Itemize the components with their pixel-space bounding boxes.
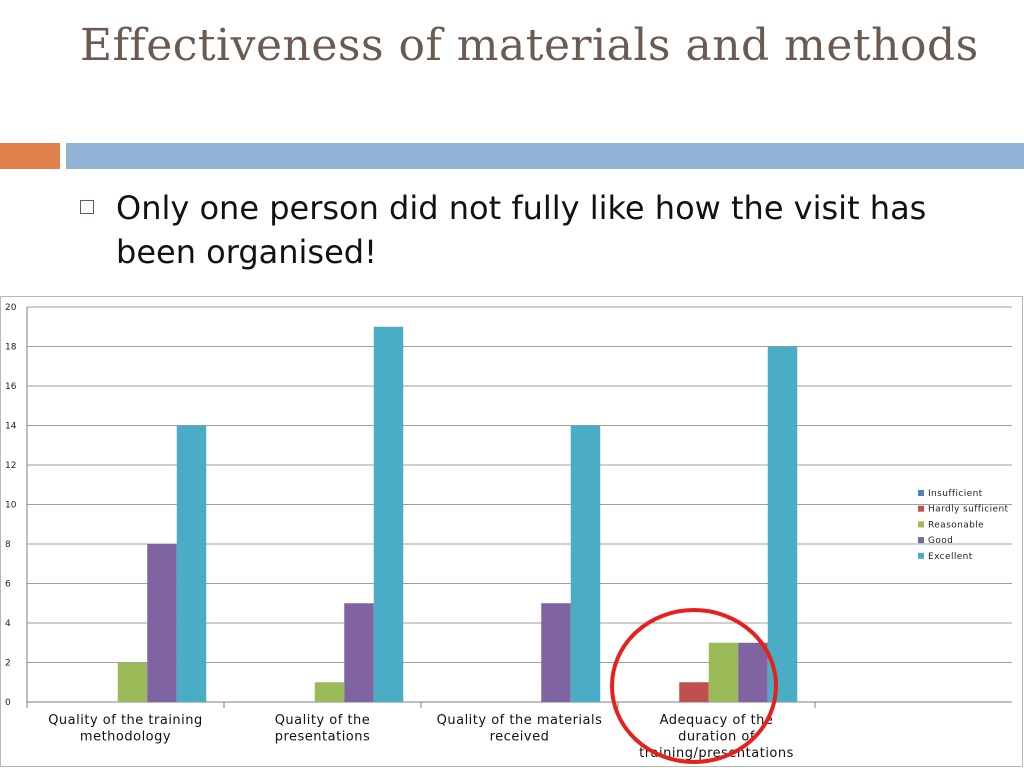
bullet-text: Only one person did not fully like how t… xyxy=(116,189,927,271)
legend-swatch xyxy=(918,537,924,544)
y-tick-label: 0 xyxy=(5,698,11,708)
bar-reasonable xyxy=(117,662,148,702)
bar-excellent xyxy=(176,425,207,702)
y-tick-label: 18 xyxy=(5,343,17,353)
x-category-label: received xyxy=(490,730,550,745)
accent-bar-blue xyxy=(66,143,1024,169)
bullet-square-icon xyxy=(80,200,94,214)
bar-good xyxy=(738,642,768,702)
y-tick-label: 2 xyxy=(5,659,11,669)
x-category-label: presentations xyxy=(275,730,371,745)
x-category-label: Quality of the training xyxy=(48,713,203,728)
x-category-label: training/presentations xyxy=(639,746,794,761)
x-category-label: duration of xyxy=(678,730,755,745)
y-tick-label: 12 xyxy=(5,461,16,471)
bar-good xyxy=(147,544,177,702)
bar-chart: 0 2 4 6 8 10 12 14 16 18 20 Quality of the training… xyxy=(5,303,1012,764)
y-tick-label: 8 xyxy=(5,540,11,550)
bar-reasonable xyxy=(314,682,345,702)
bar-excellent xyxy=(767,346,798,702)
slide-title: Effectiveness of materials and methods xyxy=(80,20,979,71)
legend-label: Hardly sufficient xyxy=(928,505,1009,515)
bullet-item: Only one person did not fully like how t… xyxy=(80,186,960,274)
legend-label: Insufficient xyxy=(928,489,983,499)
x-category-label: methodology xyxy=(80,730,171,745)
bar-excellent xyxy=(373,326,404,702)
legend-label: Excellent xyxy=(928,552,973,562)
x-category-label: Quality of the materials xyxy=(437,713,603,728)
bar-excellent xyxy=(570,425,601,702)
legend-label: Good xyxy=(928,536,953,546)
bar-reasonable xyxy=(708,642,739,702)
legend-swatch xyxy=(918,505,924,512)
y-tick-label: 4 xyxy=(5,619,11,629)
bar-good xyxy=(344,603,374,702)
legend-swatch xyxy=(918,552,924,559)
y-tick-label: 6 xyxy=(5,580,11,590)
y-tick-label: 16 xyxy=(5,382,17,392)
accent-bar-orange xyxy=(0,143,60,169)
chart-frame: 0 2 4 6 8 10 12 14 16 18 20 Quality of the training… xyxy=(0,296,1023,767)
bar-good xyxy=(541,603,571,702)
highlight-circle xyxy=(610,608,778,764)
legend-swatch xyxy=(918,490,924,496)
legend-label: Reasonable xyxy=(928,520,984,530)
bar-hardly-sufficient xyxy=(679,682,709,702)
y-tick-label: 10 xyxy=(5,501,17,511)
x-category-label: Adequacy of the xyxy=(660,713,774,728)
y-tick-label: 14 xyxy=(5,422,17,432)
x-category-label: Quality of the xyxy=(275,713,371,728)
y-tick-label: 20 xyxy=(5,303,17,313)
legend-swatch xyxy=(918,521,924,528)
